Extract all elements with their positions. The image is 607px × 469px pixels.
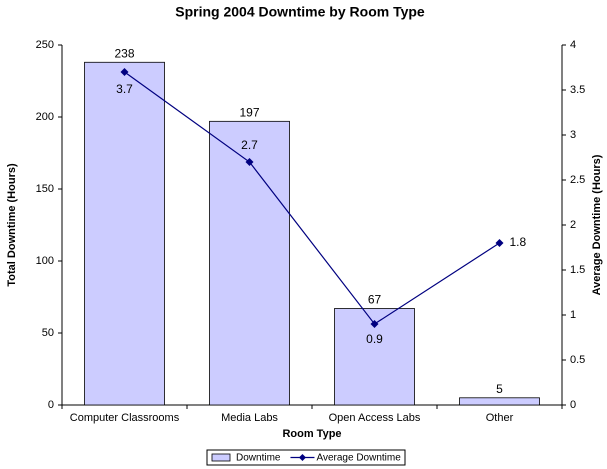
line-value-label: 0.9 — [366, 332, 383, 346]
y2-tick-label: 3 — [570, 129, 576, 141]
line-marker — [495, 239, 504, 247]
y2-tick-label: 1 — [570, 309, 576, 321]
y-tick-label: 50 — [42, 327, 54, 339]
y-tick-label: 200 — [36, 111, 54, 123]
line-marker — [120, 68, 129, 76]
y2-tick-label: 2 — [570, 219, 576, 231]
legend-swatch — [211, 453, 231, 462]
y-tick-label: 0 — [48, 399, 54, 411]
bar — [209, 120, 290, 406]
x-tick-label: Open Access Labs — [329, 412, 421, 424]
bar-value-label: 238 — [114, 46, 134, 60]
bar-value-label: 197 — [239, 105, 259, 119]
chart-title: Spring 2004 Downtime by Room Type — [175, 4, 425, 20]
x-tick-label: Computer Classrooms — [70, 412, 180, 424]
y-tick-label: 150 — [36, 183, 54, 195]
line-marker — [370, 320, 379, 328]
line-value-label: 1.8 — [510, 235, 527, 249]
line-value-label: 2.7 — [241, 138, 258, 152]
y2-tick-label: 4 — [570, 39, 576, 51]
line-value-label: 3.7 — [116, 82, 133, 96]
legend-label: Downtime — [236, 453, 281, 464]
y2-axis-title: Average Downtime (Hours) — [591, 154, 603, 295]
y2-tick-label: 0 — [570, 399, 576, 411]
line — [124, 71, 500, 325]
x-tick-label: Media Labs — [221, 412, 278, 424]
legend-marker — [298, 454, 306, 461]
y2-tick-label: 0.5 — [570, 354, 585, 366]
bar — [84, 61, 165, 406]
bar-value-label: 67 — [368, 293, 382, 307]
legend-label: Average Downtime — [316, 453, 401, 464]
legend-box — [206, 449, 406, 466]
bar-value-label: 5 — [496, 382, 503, 396]
y-axis-title: Total Downtime (Hours) — [6, 163, 18, 287]
bar — [459, 397, 540, 406]
y-tick-label: 250 — [36, 39, 54, 51]
y2-tick-label: 1.5 — [570, 264, 585, 276]
y-tick-label: 100 — [36, 255, 54, 267]
x-axis-title: Room Type — [282, 428, 341, 440]
y2-tick-label: 2.5 — [570, 174, 585, 186]
x-tick-label: Other — [486, 412, 514, 424]
line-marker — [245, 158, 254, 166]
y2-tick-label: 3.5 — [570, 84, 585, 96]
